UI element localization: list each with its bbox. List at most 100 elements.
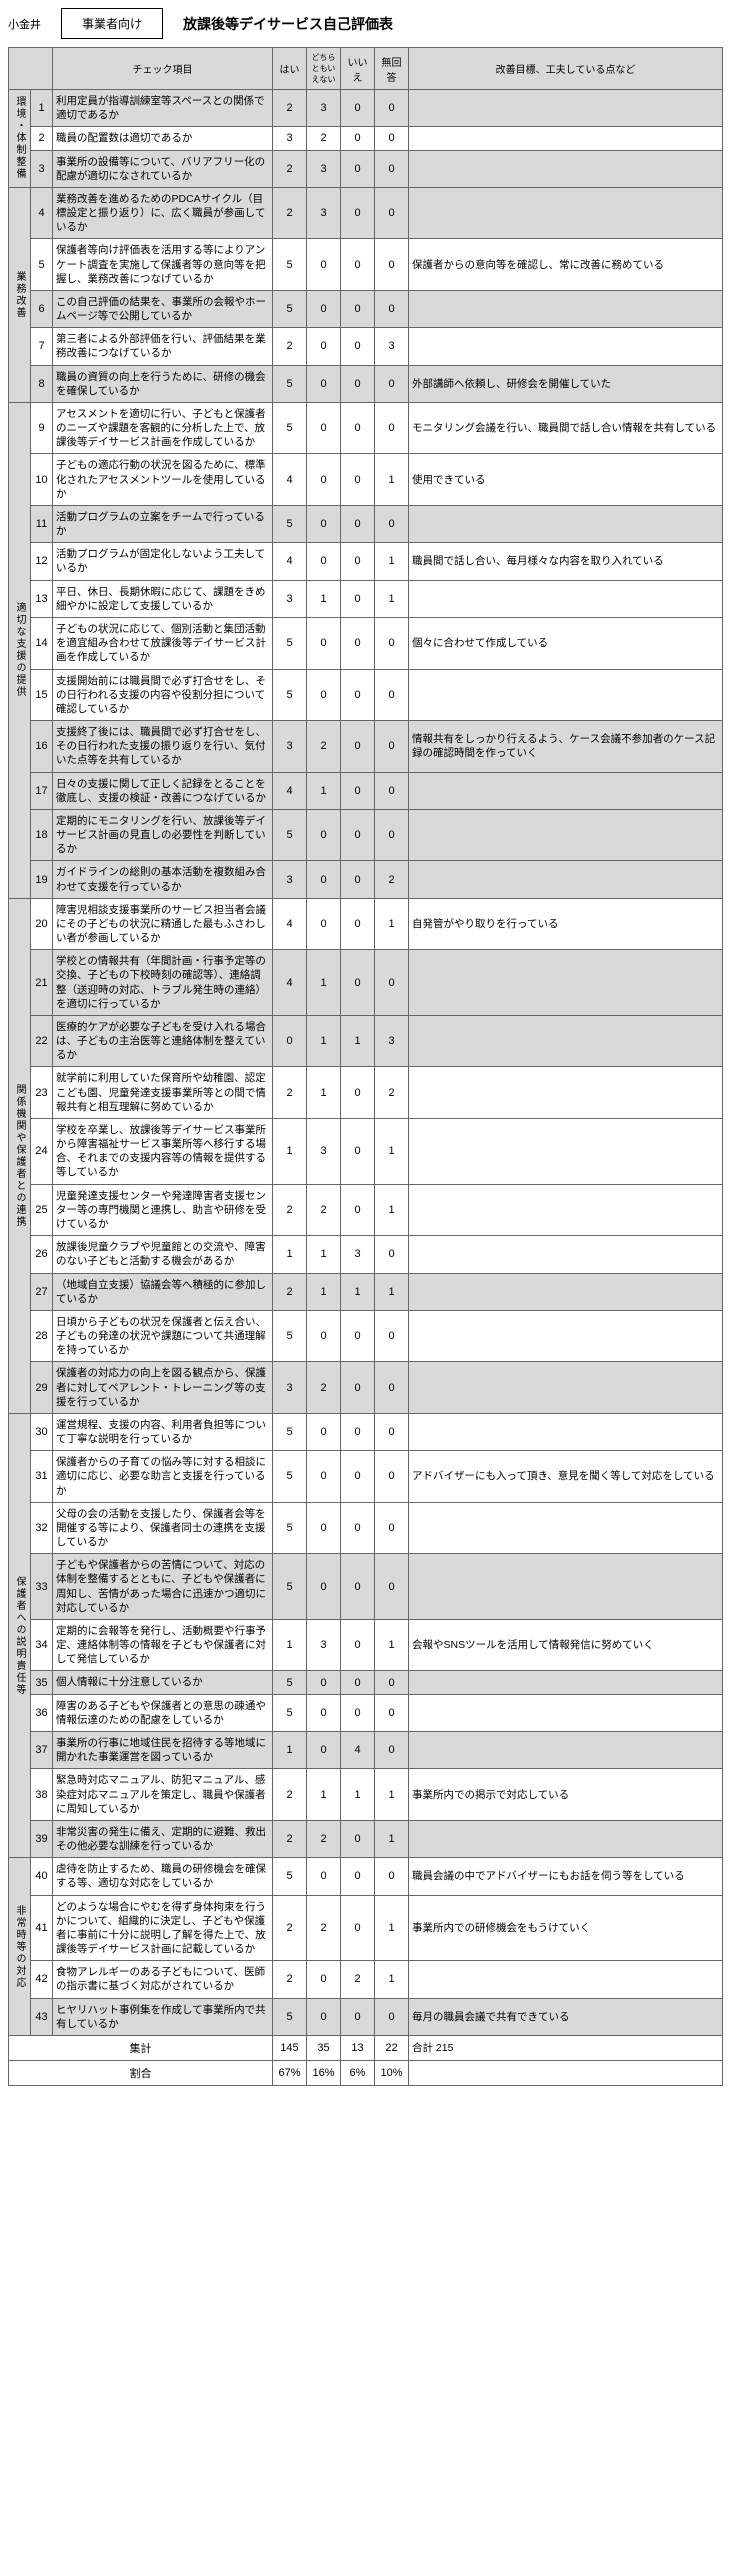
val-yes: 5 bbox=[273, 1310, 307, 1362]
note bbox=[409, 950, 723, 1016]
val-yes: 5 bbox=[273, 1858, 307, 1895]
pct-v2: 6% bbox=[341, 2060, 375, 2085]
row-number: 29 bbox=[31, 1362, 53, 1414]
check-item: 個人情報に十分注意しているか bbox=[53, 1671, 273, 1694]
row-number: 25 bbox=[31, 1184, 53, 1236]
val-yes: 3 bbox=[273, 580, 307, 617]
hdr-neither: どちらともいえない bbox=[307, 48, 341, 90]
val-na: 1 bbox=[375, 1273, 409, 1310]
val-no: 0 bbox=[341, 772, 375, 809]
val-neither: 0 bbox=[307, 402, 341, 454]
val-neither: 0 bbox=[307, 1998, 341, 2035]
val-no: 0 bbox=[341, 150, 375, 187]
row-number: 4 bbox=[31, 187, 53, 239]
val-na: 1 bbox=[375, 898, 409, 950]
sum-label: 集計 bbox=[9, 2035, 273, 2060]
note: 事業所内での研修機会をもうけていく bbox=[409, 1895, 723, 1961]
row-number: 43 bbox=[31, 1998, 53, 2035]
note bbox=[409, 1694, 723, 1731]
check-item: 職員の資質の向上を行うために、研修の機会を確保しているか bbox=[53, 365, 273, 402]
val-yes: 2 bbox=[273, 1769, 307, 1821]
category-label: 環境・体制整備 bbox=[9, 90, 31, 188]
row-number: 20 bbox=[31, 898, 53, 950]
val-neither: 0 bbox=[307, 809, 341, 861]
val-neither: 1 bbox=[307, 1015, 341, 1067]
val-na: 0 bbox=[375, 1362, 409, 1414]
check-item: 医療的ケアが必要な子どもを受け入れる場合は、子どもの主治医等と連絡体制を整えてい… bbox=[53, 1015, 273, 1067]
check-item: 平日、休日、長期休暇に応じて、課題をきめ細やかに設定して支援しているか bbox=[53, 580, 273, 617]
category-label: 関係機関や保護者との連携 bbox=[9, 898, 31, 1413]
check-item: 日々の支援に関して正しく記録をとることを徹底し、支援の検証・改善につなげているか bbox=[53, 772, 273, 809]
val-neither: 1 bbox=[307, 950, 341, 1016]
val-na: 0 bbox=[375, 1858, 409, 1895]
row-number: 21 bbox=[31, 950, 53, 1016]
val-neither: 1 bbox=[307, 1236, 341, 1273]
pct-label: 割合 bbox=[9, 2060, 273, 2085]
row-number: 10 bbox=[31, 454, 53, 506]
val-no: 0 bbox=[341, 90, 375, 127]
check-item: 父母の会の活動を支援したり、保護者会等を開催する等により、保護者同士の連携を支援… bbox=[53, 1502, 273, 1554]
val-yes: 1 bbox=[273, 1236, 307, 1273]
check-item: 子どもや保護者からの苦情について、対応の体制を整備するとともに、子どもや保護者に… bbox=[53, 1554, 273, 1620]
row-number: 37 bbox=[31, 1731, 53, 1768]
check-item: 非常災害の発生に備え、定期的に避難、救出その他必要な訓練を行っているか bbox=[53, 1820, 273, 1857]
val-neither: 1 bbox=[307, 1067, 341, 1119]
row-number: 3 bbox=[31, 150, 53, 187]
val-na: 1 bbox=[375, 580, 409, 617]
note bbox=[409, 290, 723, 327]
val-neither: 1 bbox=[307, 580, 341, 617]
val-na: 0 bbox=[375, 1731, 409, 1768]
note: 自発管がやり取りを行っている bbox=[409, 898, 723, 950]
hdr-na: 無回答 bbox=[375, 48, 409, 90]
row-number: 30 bbox=[31, 1413, 53, 1450]
val-neither: 0 bbox=[307, 543, 341, 580]
row-number: 23 bbox=[31, 1067, 53, 1119]
sum-v2: 13 bbox=[341, 2035, 375, 2060]
check-item: 学校との情報共有（年間計画・行事予定等の交換、子どもの下校時刻の確認等）、連絡調… bbox=[53, 950, 273, 1016]
note bbox=[409, 328, 723, 365]
val-yes: 3 bbox=[273, 1362, 307, 1414]
val-no: 0 bbox=[341, 1451, 375, 1503]
check-item: 就学前に利用していた保育所や幼稚園、認定こども園、児童発達支援事業所等との間で情… bbox=[53, 1067, 273, 1119]
row-number: 24 bbox=[31, 1118, 53, 1184]
val-yes: 4 bbox=[273, 950, 307, 1016]
check-item: 活動プログラムの立案をチームで行っているか bbox=[53, 505, 273, 542]
val-no: 0 bbox=[341, 617, 375, 669]
note bbox=[409, 1236, 723, 1273]
check-item: （地域自立支援）協議会等へ積極的に参加しているか bbox=[53, 1273, 273, 1310]
val-neither: 0 bbox=[307, 1961, 341, 1998]
check-item: 放課後児童クラブや児童館との交流や、障害のない子どもと活動する機会があるか bbox=[53, 1236, 273, 1273]
val-na: 0 bbox=[375, 239, 409, 291]
val-no: 0 bbox=[341, 861, 375, 898]
category-label: 業務改善 bbox=[9, 187, 31, 402]
note: 職員間で話し合い、毎月様々な内容を取り入れている bbox=[409, 543, 723, 580]
val-neither: 0 bbox=[307, 1502, 341, 1554]
val-yes: 3 bbox=[273, 127, 307, 150]
row-number: 14 bbox=[31, 617, 53, 669]
val-neither: 0 bbox=[307, 1694, 341, 1731]
check-item: 第三者による外部評価を行い、評価結果を業務改善につなげているか bbox=[53, 328, 273, 365]
val-neither: 0 bbox=[307, 239, 341, 291]
val-yes: 3 bbox=[273, 721, 307, 773]
val-na: 0 bbox=[375, 90, 409, 127]
val-yes: 2 bbox=[273, 328, 307, 365]
val-na: 0 bbox=[375, 772, 409, 809]
val-no: 3 bbox=[341, 1236, 375, 1273]
val-yes: 5 bbox=[273, 402, 307, 454]
val-neither: 0 bbox=[307, 290, 341, 327]
val-na: 1 bbox=[375, 454, 409, 506]
val-no: 0 bbox=[341, 1694, 375, 1731]
row-number: 34 bbox=[31, 1619, 53, 1671]
check-item: 定期的に会報等を発行し、活動概要や行事予定、連絡体制等の情報を子どもや保護者に対… bbox=[53, 1619, 273, 1671]
val-yes: 1 bbox=[273, 1731, 307, 1768]
check-item: 子どもの状況に応じて、個別活動と集団活動を適宜組み合わせて放課後等デイサービス計… bbox=[53, 617, 273, 669]
row-number: 6 bbox=[31, 290, 53, 327]
val-na: 1 bbox=[375, 1895, 409, 1961]
val-yes: 5 bbox=[273, 1502, 307, 1554]
val-yes: 5 bbox=[273, 239, 307, 291]
val-na: 1 bbox=[375, 1961, 409, 1998]
val-na: 0 bbox=[375, 950, 409, 1016]
val-no: 0 bbox=[341, 580, 375, 617]
check-item: ヒヤリハット事例集を作成して事業所内で共有しているか bbox=[53, 1998, 273, 2035]
check-item: 支援終了後には、職員間で必ず打合せをし、その日行われた支援の振り返りを行い、気付… bbox=[53, 721, 273, 773]
